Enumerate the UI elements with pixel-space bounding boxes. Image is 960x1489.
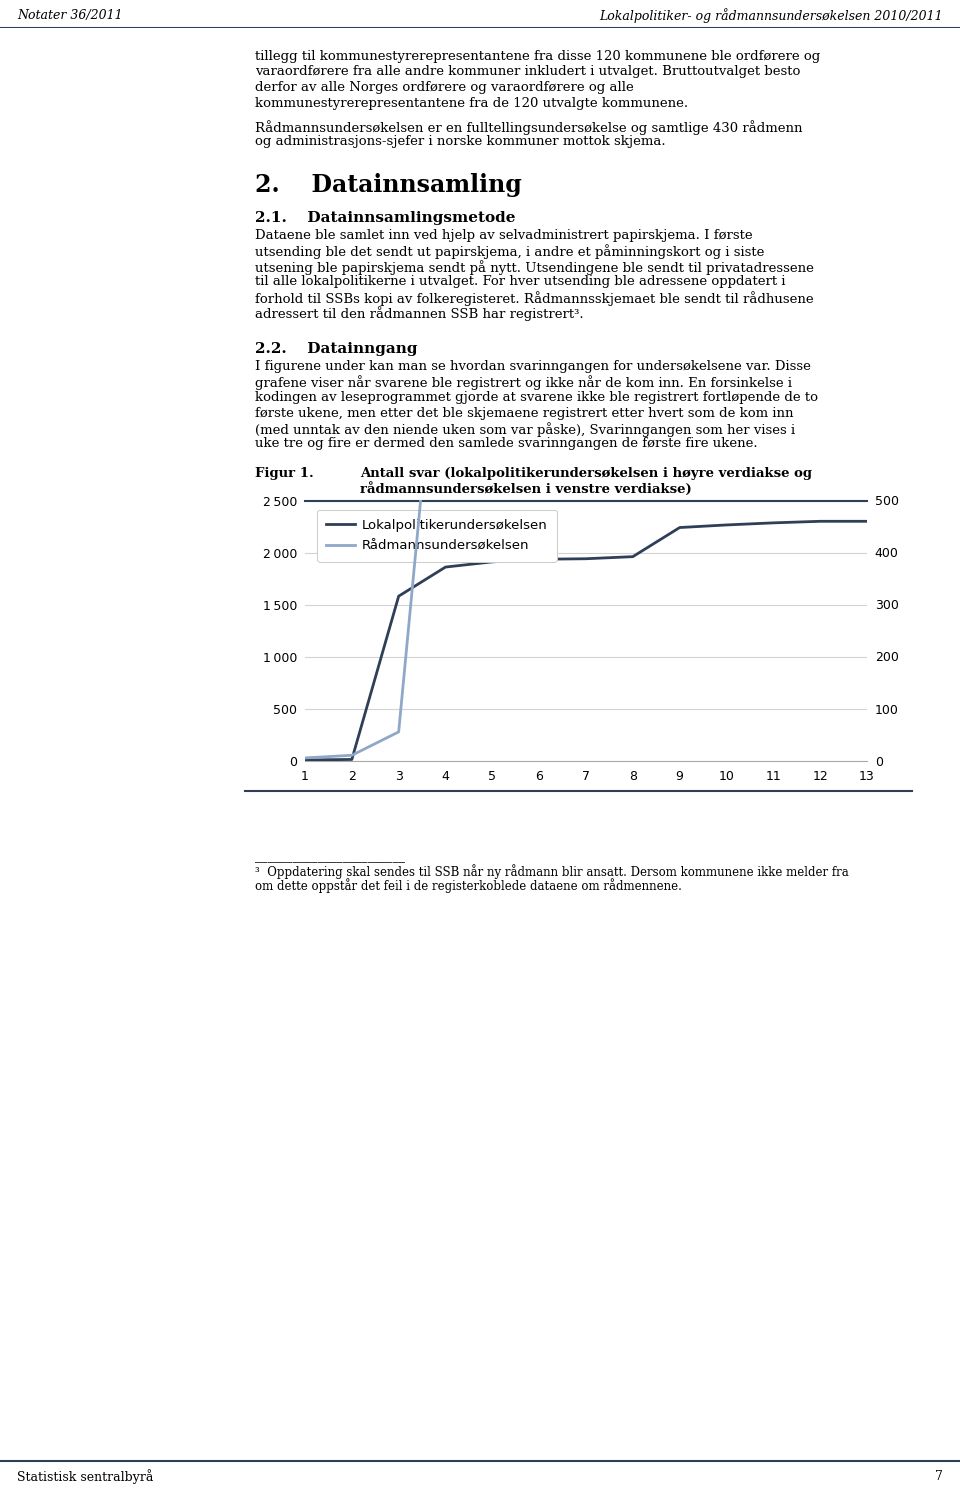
Text: 2.  Datainnsamling: 2. Datainnsamling: [255, 173, 521, 197]
Text: varaordførere fra alle andre kommuner inkludert i utvalget. Bruttoutvalget besto: varaordførere fra alle andre kommuner in…: [255, 66, 801, 79]
Text: første ukene, men etter det ble skjemaene registrert etter hvert som de kom inn: første ukene, men etter det ble skjemaen…: [255, 406, 794, 420]
Text: tillegg til kommunestyrerepresentantene fra disse 120 kommunene ble ordførere og: tillegg til kommunestyrerepresentantene …: [255, 51, 820, 63]
Text: rådmannsundersøkelsen i venstre verdiakse): rådmannsundersøkelsen i venstre verdiaks…: [360, 482, 692, 496]
Text: adressert til den rådmannen SSB har registrert³.: adressert til den rådmannen SSB har regi…: [255, 307, 584, 322]
Text: Figur 1.: Figur 1.: [255, 468, 314, 479]
Text: utsening ble papirskjema sendt på nytt. Utsendingene ble sendt til privatadresse: utsening ble papirskjema sendt på nytt. …: [255, 261, 814, 275]
Text: 7: 7: [935, 1471, 943, 1483]
Text: I figurene under kan man se hvordan svarinngangen for undersøkelsene var. Disse: I figurene under kan man se hvordan svar…: [255, 360, 811, 374]
Text: Statistisk sentralbyrå: Statistisk sentralbyrå: [17, 1470, 154, 1485]
Text: forhold til SSBs kopi av folkeregisteret. Rådmannsskjemaet ble sendt til rådhuse: forhold til SSBs kopi av folkeregisteret…: [255, 290, 814, 305]
Text: til alle lokalpolitikerne i utvalget. For hver utsending ble adressene oppdatert: til alle lokalpolitikerne i utvalget. Fo…: [255, 275, 785, 289]
Text: kodingen av leseprogrammet gjorde at svarene ikke ble registrert fortløpende de : kodingen av leseprogrammet gjorde at sva…: [255, 392, 818, 404]
Text: ³  Oppdatering skal sendes til SSB når ny rådmann blir ansatt. Dersom kommunene : ³ Oppdatering skal sendes til SSB når ny…: [255, 865, 849, 880]
Text: Notater 36/2011: Notater 36/2011: [17, 9, 123, 22]
Text: om dette oppstår det feil i de registerkoblede dataene om rådmennene.: om dette oppstår det feil i de registerk…: [255, 879, 682, 893]
Text: Antall svar (lokalpolitikerundersøkelsen i høyre verdiakse og: Antall svar (lokalpolitikerundersøkelsen…: [360, 468, 812, 479]
Text: uke tre og fire er dermed den samlede svarinngangen de første fire ukene.: uke tre og fire er dermed den samlede sv…: [255, 438, 757, 451]
Legend: Lokalpolitikerundersøkelsen, Rådmannsundersøkelsen: Lokalpolitikerundersøkelsen, Rådmannsund…: [317, 509, 557, 561]
Text: Lokalpolitiker- og rådmannsundersøkelsen 2010/2011: Lokalpolitiker- og rådmannsundersøkelsen…: [599, 7, 943, 22]
Text: ________________________: ________________________: [255, 850, 405, 864]
Text: utsending ble det sendt ut papirskjema, i andre et påminningskort og i siste: utsending ble det sendt ut papirskjema, …: [255, 244, 764, 259]
Text: Rådmannsundersøkelsen er en fulltellingsundersøkelse og samtlige 430 rådmenn: Rådmannsundersøkelsen er en fulltellings…: [255, 121, 803, 135]
Text: Dataene ble samlet inn ved hjelp av selvadministrert papirskjema. I første: Dataene ble samlet inn ved hjelp av selv…: [255, 229, 753, 243]
Text: derfor av alle Norges ordførere og varaordførere og alle: derfor av alle Norges ordførere og varao…: [255, 80, 634, 94]
Text: grafene viser når svarene ble registrert og ikke når de kom inn. En forsinkelse : grafene viser når svarene ble registrert…: [255, 375, 792, 390]
Text: 2.2.  Datainngang: 2.2. Datainngang: [255, 342, 418, 356]
Text: kommunestyrerepresentantene fra de 120 utvalgte kommunene.: kommunestyrerepresentantene fra de 120 u…: [255, 97, 688, 110]
Text: og administrasjons-sjefer i norske kommuner mottok skjema.: og administrasjons-sjefer i norske kommu…: [255, 135, 665, 149]
Text: (med unntak av den niende uken som var påske), Svarinngangen som her vises i: (med unntak av den niende uken som var p…: [255, 421, 795, 436]
Text: 2.1.  Datainnsamlingsmetode: 2.1. Datainnsamlingsmetode: [255, 211, 516, 225]
